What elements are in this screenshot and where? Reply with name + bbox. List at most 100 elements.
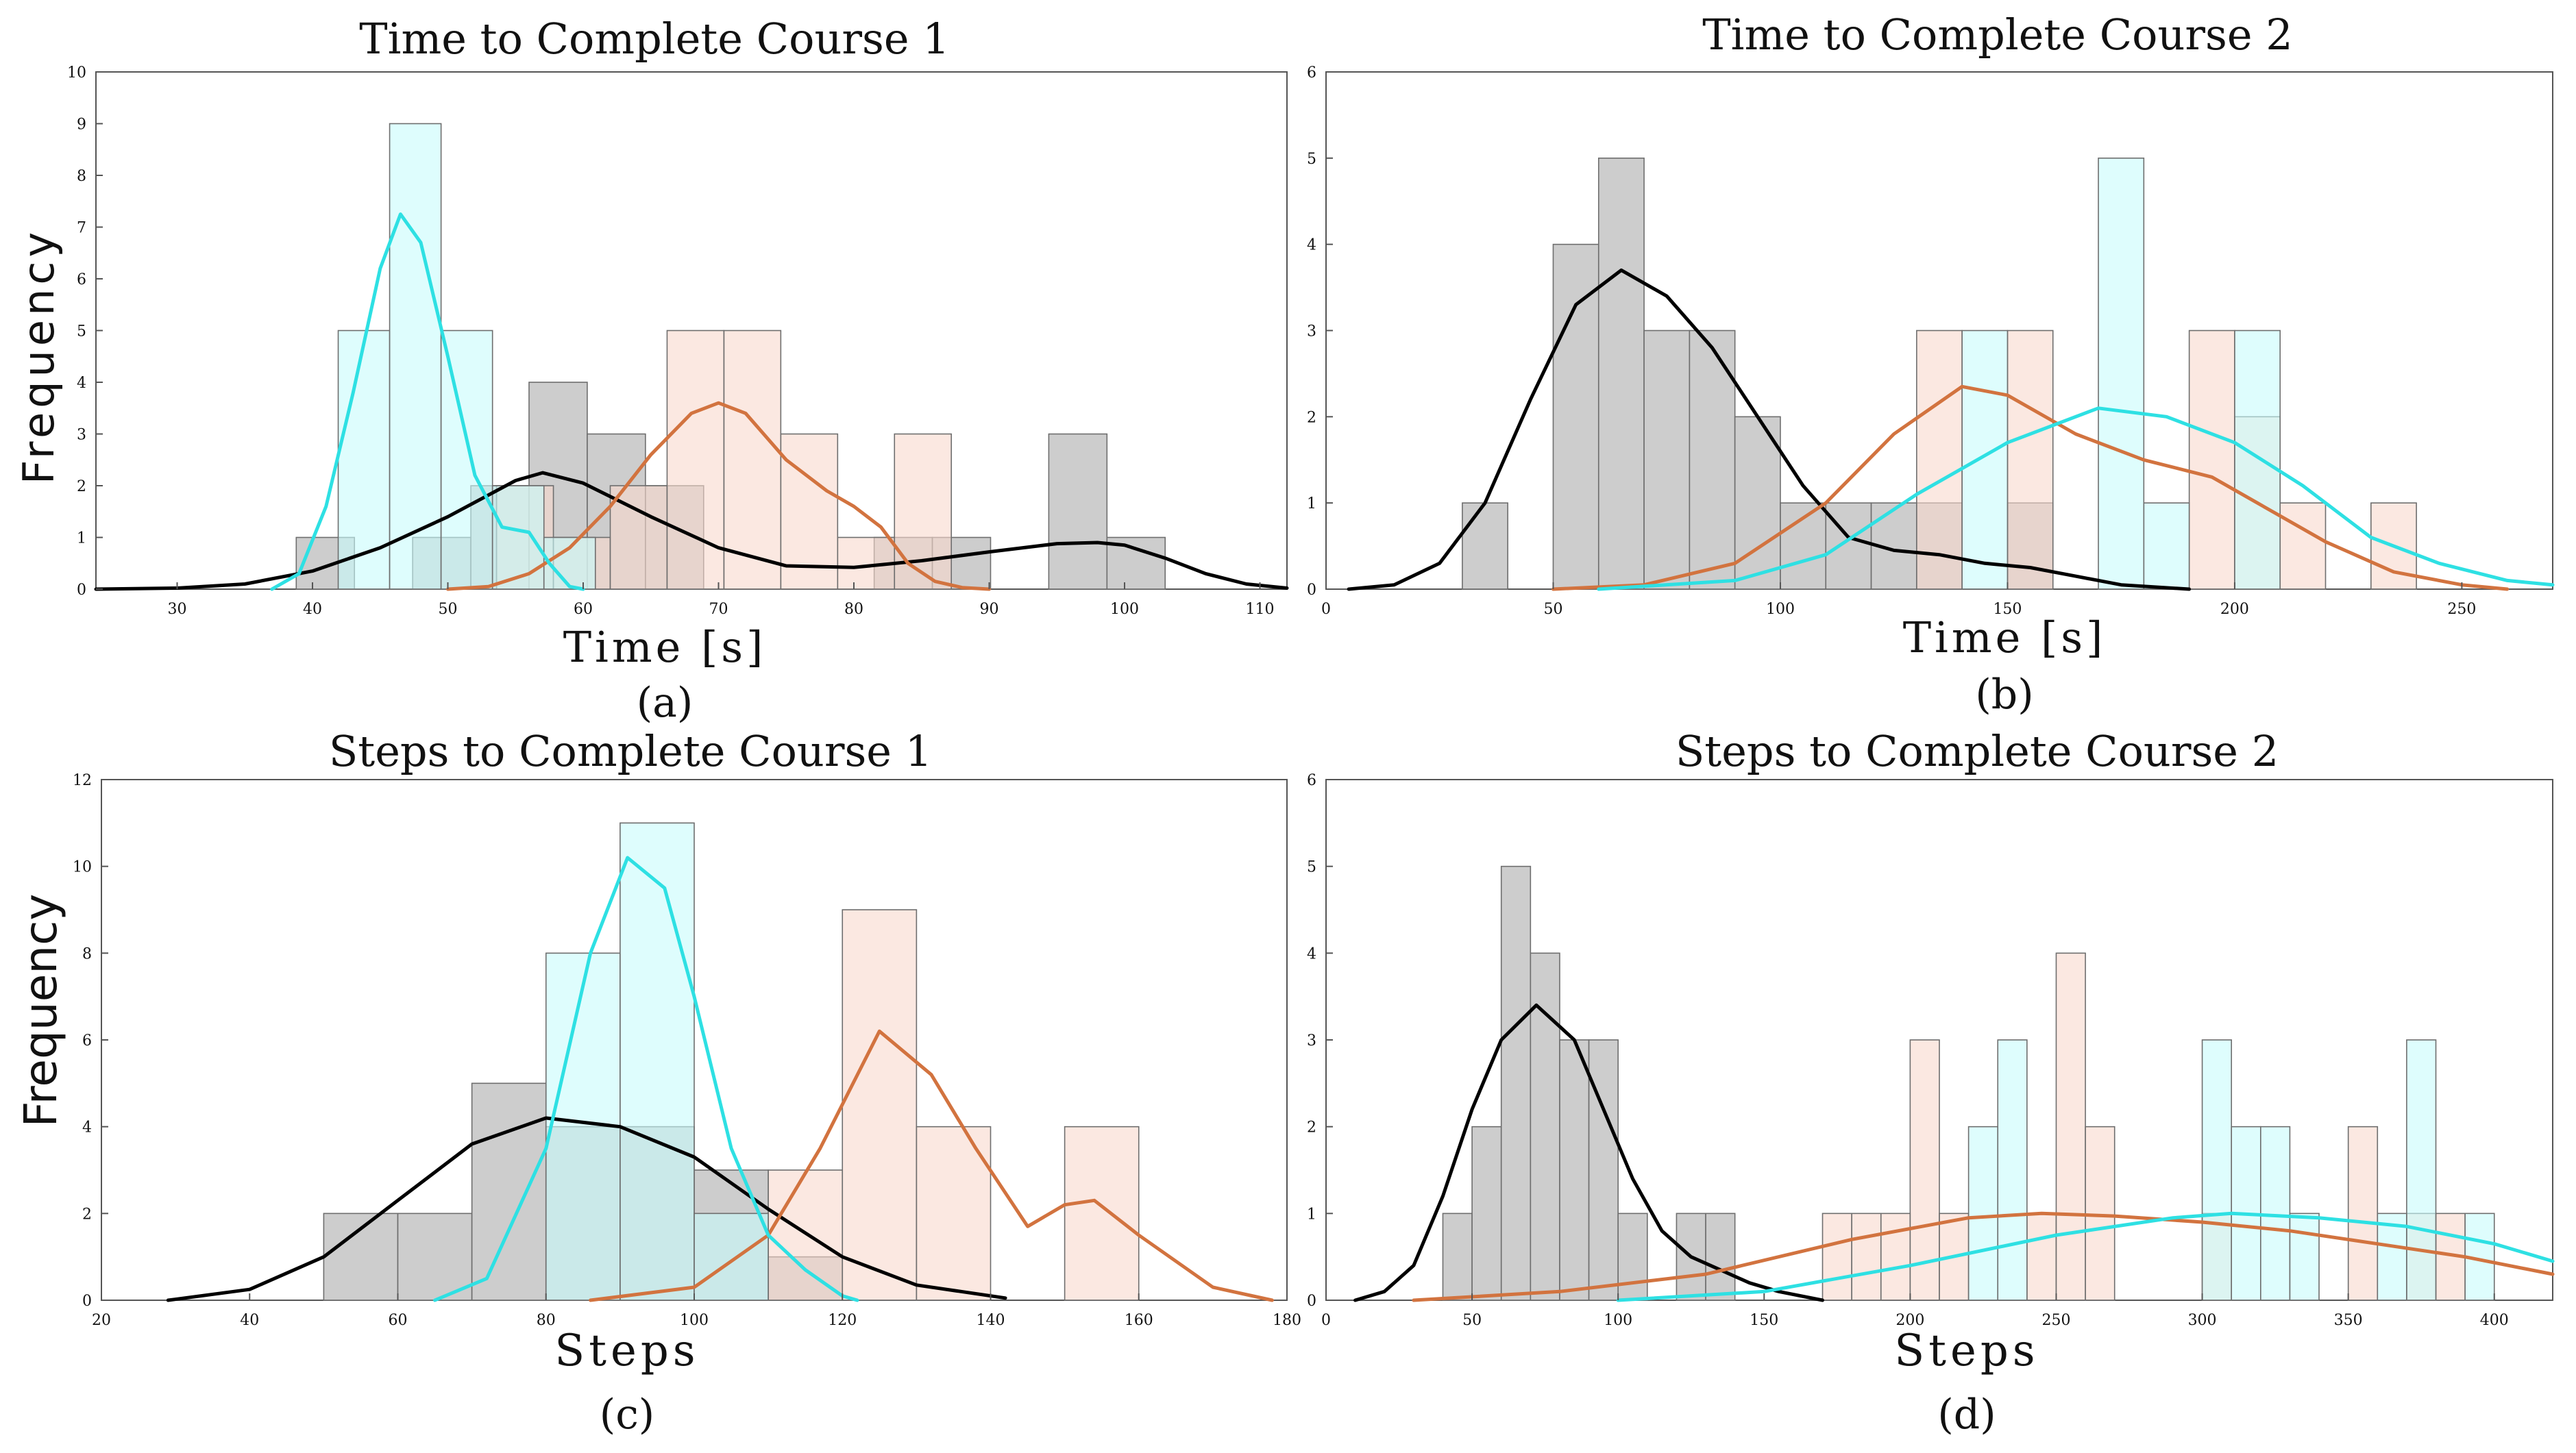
x-tick-label: 100: [1766, 601, 1795, 618]
bar-H-7: [1825, 502, 1872, 590]
bar-J-3: [2234, 330, 2281, 590]
kde-line-H: [1347, 268, 2192, 591]
panel-c-xlabel: Steps: [554, 1326, 699, 1376]
bar-J-1: [620, 822, 695, 1301]
bar-J-5: [2289, 1213, 2320, 1301]
bar-K-9: [2347, 1126, 2379, 1301]
bar-H-0: [1462, 502, 1508, 590]
kde-line-J: [1616, 1211, 2555, 1302]
y-tick-label: 6: [1307, 772, 1316, 789]
kde-line-J: [270, 212, 585, 591]
panel-b-caption: (b): [1975, 671, 2033, 719]
panel-b-title: Time to Complete Course 2: [1702, 10, 2292, 60]
kde-line-K: [1551, 384, 2510, 591]
panel-d-caption: (d): [1937, 1391, 1996, 1439]
x-tick-label: 100: [1110, 601, 1139, 618]
panel-d-xlabel: Steps: [1894, 1326, 2039, 1376]
bar-K-0: [1916, 330, 1963, 590]
y-tick-label: 3: [77, 427, 86, 444]
x-tick-label: 70: [709, 601, 728, 618]
panel-c-caption: (c): [600, 1391, 654, 1439]
x-tick-label: 150: [1993, 601, 2022, 618]
bar-K-7: [894, 433, 952, 590]
bar-K-2: [1880, 1213, 1911, 1301]
panel-a-ylabel: Frequency: [14, 228, 64, 484]
plot-marks: [1347, 158, 2555, 591]
x-tick-label: 150: [1750, 1312, 1778, 1329]
kde-line-K: [1412, 1211, 2555, 1302]
y-tick-label: 6: [1307, 64, 1316, 82]
y-tick-label: 4: [82, 1119, 92, 1137]
y-tick-label: 10: [73, 859, 92, 876]
bar-K-3: [666, 330, 725, 590]
x-tick-label: 160: [1125, 1312, 1153, 1329]
bar-K-2: [2188, 330, 2235, 590]
bar-H-2: [1597, 158, 1645, 590]
x-tick-label: 250: [2447, 601, 2476, 618]
panel-b-xlabel: Time [s]: [1903, 612, 2107, 662]
bar-H-6: [1617, 1213, 1648, 1301]
bar-J-0: [1967, 1126, 1999, 1301]
bar-J-0: [337, 330, 391, 590]
y-tick-label: 5: [1307, 151, 1316, 168]
y-tick-label: 0: [1307, 1293, 1316, 1310]
x-tick-label: 40: [303, 601, 322, 618]
bar-K-1: [2007, 330, 2054, 590]
panel-d-title: Steps to Complete Course 2: [1676, 726, 2279, 776]
x-tick-label: 0: [1321, 601, 1331, 618]
y-tick-label: 5: [77, 323, 86, 340]
kde-line-J: [1597, 406, 2555, 591]
bar-J-0: [1961, 330, 2009, 590]
bar-J-1: [1997, 1039, 2028, 1301]
x-tick-label: 90: [980, 601, 999, 618]
bar-H-3: [1643, 330, 1691, 590]
x-tick-label: 80: [844, 601, 863, 618]
bar-J-1: [2098, 158, 2145, 590]
y-tick-label: 2: [1307, 1119, 1316, 1137]
panel-c-ylabel: Frequency: [14, 894, 67, 1128]
bar-K-3: [1064, 1126, 1140, 1301]
bar-H-2: [1500, 865, 1532, 1301]
bar-K-2: [916, 1126, 992, 1301]
bar-J-2: [440, 330, 493, 590]
x-tick-label: 30: [168, 601, 187, 618]
y-tick-label: 2: [77, 478, 86, 495]
x-tick-label: 250: [2041, 1312, 2070, 1329]
panel-c-steps-course-1: Steps to Complete Course 1 Frequency Ste…: [14, 726, 1301, 1439]
bar-J-2: [2201, 1039, 2232, 1301]
bar-J-7: [2406, 1039, 2437, 1301]
panel-a-xlabel: Time [s]: [563, 622, 767, 672]
x-tick-label: 200: [1896, 1312, 1924, 1329]
bar-J-1: [389, 123, 442, 590]
bar-J-2: [2143, 502, 2190, 590]
x-tick-label: 350: [2334, 1312, 2363, 1329]
y-tick-label: 2: [82, 1206, 92, 1223]
x-tick-label: 100: [680, 1312, 709, 1329]
bar-H-1: [1552, 243, 1599, 590]
x-tick-label: 60: [389, 1312, 408, 1329]
bar-H-1: [1471, 1126, 1502, 1301]
y-tick-label: 3: [1307, 323, 1316, 340]
bar-H-2: [471, 1082, 547, 1301]
bar-K-5: [2026, 1213, 2057, 1301]
kde-line-H: [94, 471, 1289, 591]
x-tick-label: 80: [537, 1312, 556, 1329]
bar-J-2: [694, 1213, 769, 1301]
y-tick-label: 0: [77, 582, 86, 599]
bar-H-8: [1048, 433, 1108, 590]
panel-d-steps-course-2: Steps to Complete Course 2 Steps (d) 0 50…: [1307, 726, 2555, 1439]
bar-K-4: [723, 330, 782, 590]
bar-K-3: [1909, 1039, 1940, 1301]
y-tick-label: 7: [77, 220, 86, 237]
bar-H-6: [1780, 502, 1827, 590]
y-tick-label: 0: [82, 1293, 92, 1310]
x-tick-label: 200: [2220, 601, 2249, 618]
y-tick-label: 4: [1307, 237, 1316, 254]
y-tick-label: 8: [77, 168, 86, 185]
y-tick-label: 6: [77, 271, 86, 288]
kde-line-H: [1353, 1003, 1824, 1302]
y-tick-label: 10: [67, 64, 86, 82]
bar-H-0: [1442, 1213, 1473, 1301]
bar-J-6: [2377, 1213, 2407, 1301]
x-tick-label: 0: [1321, 1312, 1331, 1329]
